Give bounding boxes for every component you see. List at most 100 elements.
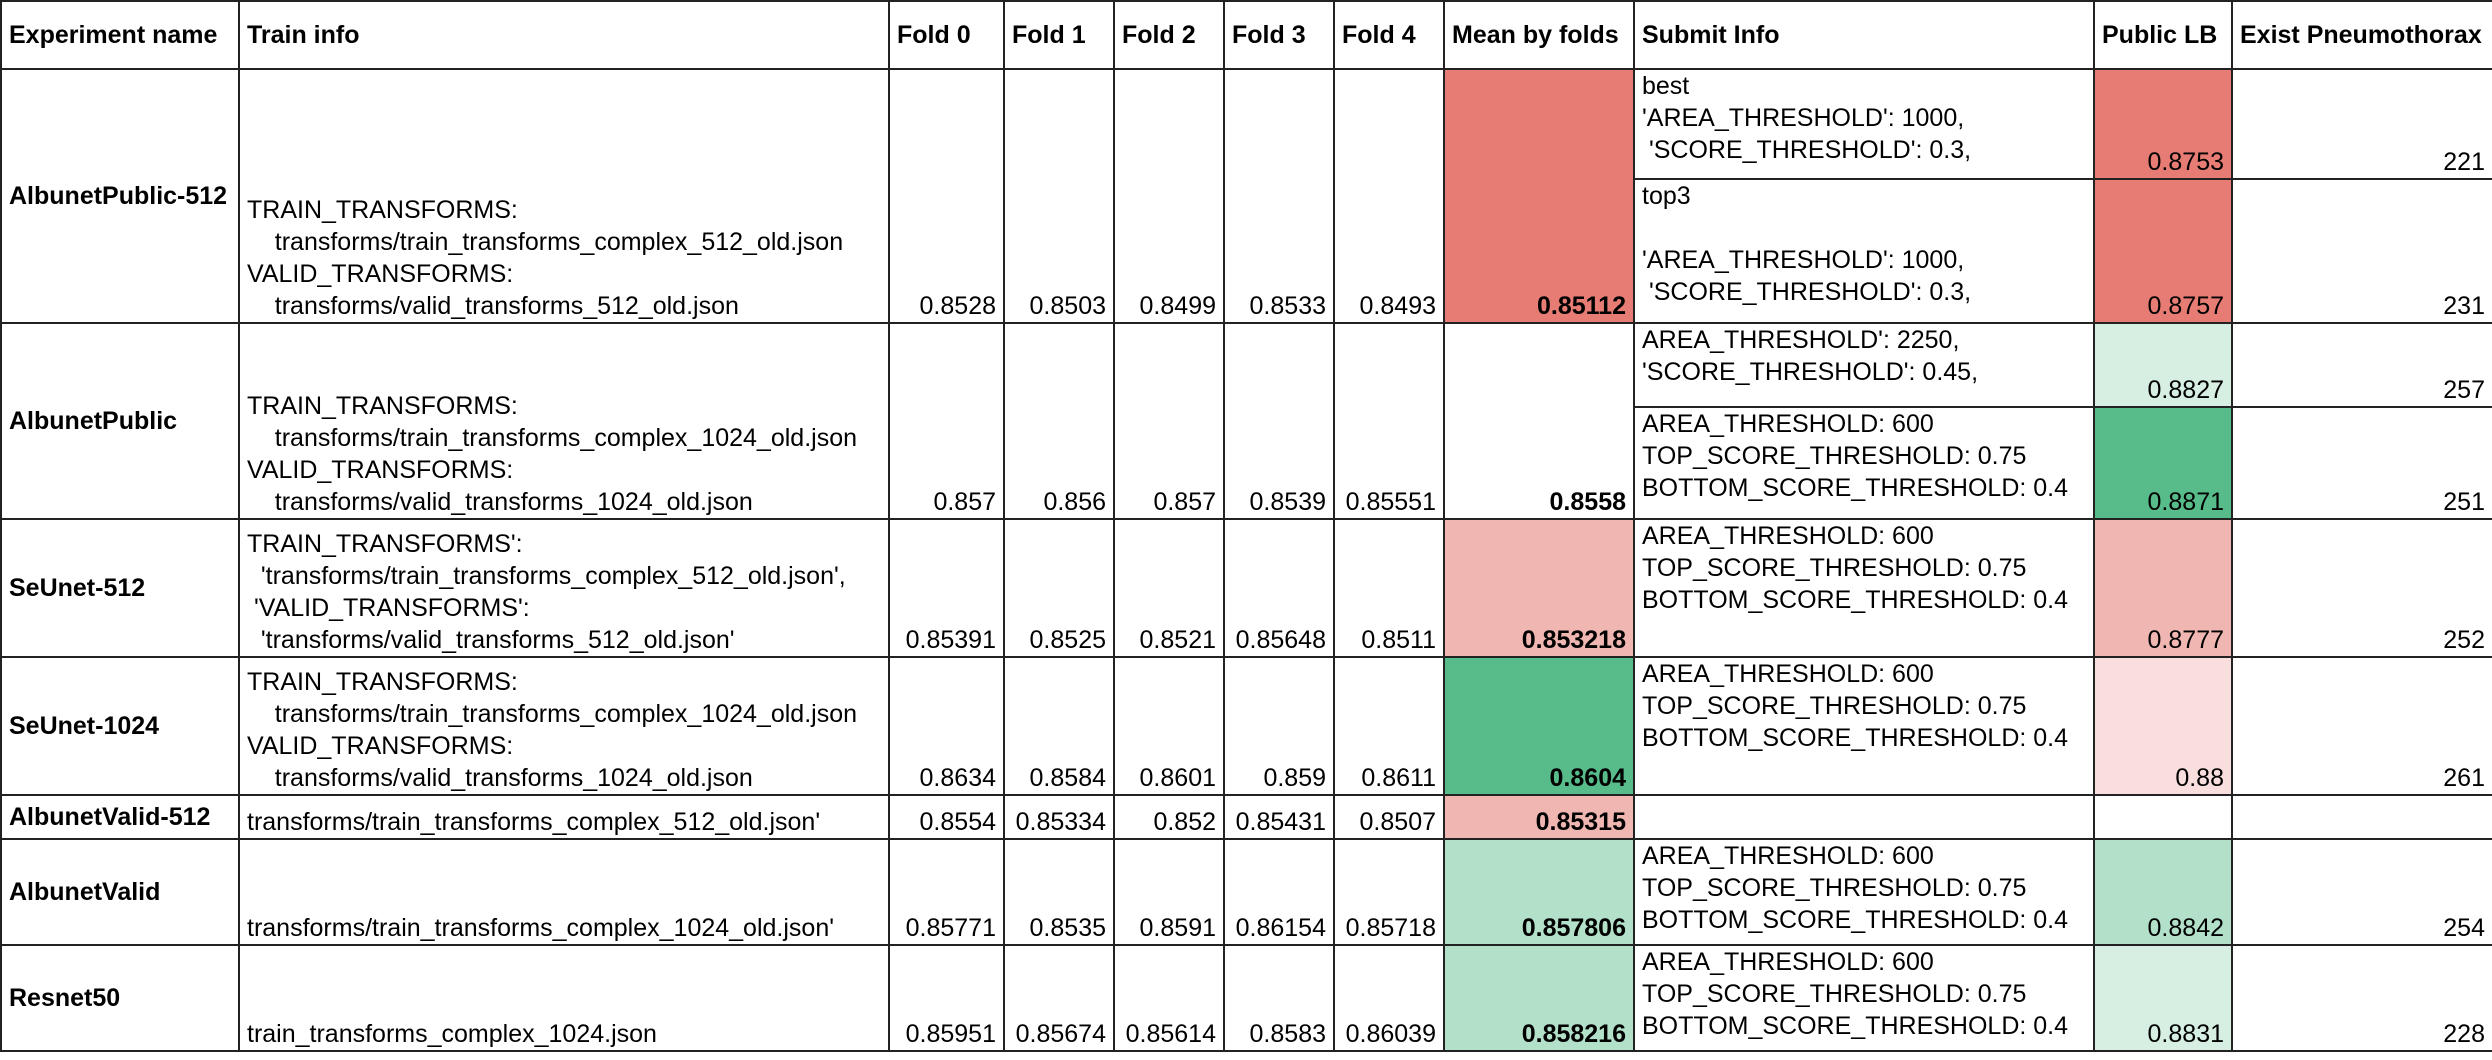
fold-2-cell[interactable]: 0.857 — [1113, 322, 1225, 520]
fold-4-cell[interactable]: 0.8507 — [1333, 794, 1445, 840]
public-lb-cell[interactable]: 0.8842 — [2093, 838, 2233, 946]
fold-0-cell[interactable]: 0.8634 — [888, 656, 1005, 796]
fold-1-cell[interactable]: 0.8525 — [1003, 518, 1115, 658]
fold-4-cell[interactable]: 0.85718 — [1333, 838, 1445, 946]
experiment-name-cell[interactable]: SeUnet-512 — [0, 518, 240, 658]
submit-info-cell[interactable]: best 'AREA_THRESHOLD': 1000, 'SCORE_THRE… — [1633, 68, 2095, 180]
fold-1-cell[interactable]: 0.85674 — [1003, 944, 1115, 1052]
submit-info-cell[interactable]: top3 'AREA_THRESHOLD': 1000, 'SCORE_THRE… — [1633, 178, 2095, 324]
fold-1-cell[interactable]: 0.8584 — [1003, 656, 1115, 796]
fold-0-cell[interactable]: 0.8528 — [888, 68, 1005, 324]
table-row: AlbunetValid transforms/train_transforms_… — [0, 838, 2492, 946]
train-info-cell[interactable]: TRAIN_TRANSFORMS': 'transforms/train_tra… — [238, 518, 890, 658]
exist-pneumothorax-cell[interactable]: 221 — [2231, 68, 2492, 180]
submit-info-cell[interactable]: AREA_THRESHOLD: 600 TOP_SCORE_THRESHOLD:… — [1633, 656, 2095, 796]
fold-2-cell[interactable]: 0.85614 — [1113, 944, 1225, 1052]
submit-info-cell[interactable]: AREA_THRESHOLD: 600 TOP_SCORE_THRESHOLD:… — [1633, 944, 2095, 1052]
header-exist-pneumothorax[interactable]: Exist Pneumothorax — [2231, 0, 2492, 70]
mean-by-folds-cell[interactable]: 0.85315 — [1443, 794, 1635, 840]
experiment-name-cell[interactable]: AlbunetValid-512 — [0, 794, 240, 840]
exist-pneumothorax-cell[interactable] — [2231, 794, 2492, 840]
header-fold-2[interactable]: Fold 2 — [1113, 0, 1225, 70]
exist-pneumothorax-cell[interactable]: 228 — [2231, 944, 2492, 1052]
train-info-cell[interactable]: train_transforms_complex_1024.json — [238, 944, 890, 1052]
header-fold-0[interactable]: Fold 0 — [888, 0, 1005, 70]
fold-0-cell[interactable]: 0.857 — [888, 322, 1005, 520]
fold-3-cell[interactable]: 0.8533 — [1223, 68, 1335, 324]
public-lb-cell[interactable]: 0.8777 — [2093, 518, 2233, 658]
fold-2-cell[interactable]: 0.8499 — [1113, 68, 1225, 324]
table-row: AlbunetValid-512 transforms/train_transfo… — [0, 794, 2492, 840]
fold-4-cell[interactable]: 0.8611 — [1333, 656, 1445, 796]
header-experiment-name[interactable]: Experiment name — [0, 0, 240, 70]
mean-by-folds-cell[interactable]: 0.8604 — [1443, 656, 1635, 796]
header-fold-4[interactable]: Fold 4 — [1333, 0, 1445, 70]
fold-4-cell[interactable]: 0.86039 — [1333, 944, 1445, 1052]
public-lb-cell[interactable] — [2093, 794, 2233, 840]
submit-info-cell[interactable]: AREA_THRESHOLD: 600 TOP_SCORE_THRESHOLD:… — [1633, 406, 2095, 520]
fold-0-cell[interactable]: 0.8554 — [888, 794, 1005, 840]
header-fold-1[interactable]: Fold 1 — [1003, 0, 1115, 70]
train-info-cell[interactable]: TRAIN_TRANSFORMS: transforms/train_trans… — [238, 68, 890, 324]
fold-2-cell[interactable]: 0.8601 — [1113, 656, 1225, 796]
submit-info-cell[interactable] — [1633, 794, 2095, 840]
fold-1-cell[interactable]: 0.8503 — [1003, 68, 1115, 324]
submit-info-cell[interactable]: AREA_THRESHOLD': 2250, 'SCORE_THRESHOLD'… — [1633, 322, 2095, 408]
header-train-info[interactable]: Train info — [238, 0, 890, 70]
fold-2-cell[interactable]: 0.8521 — [1113, 518, 1225, 658]
mean-by-folds-cell[interactable]: 0.857806 — [1443, 838, 1635, 946]
fold-2-cell[interactable]: 0.852 — [1113, 794, 1225, 840]
exist-pneumothorax-cell[interactable]: 231 — [2231, 178, 2492, 324]
fold-3-cell[interactable]: 0.86154 — [1223, 838, 1335, 946]
fold-3-cell[interactable]: 0.85431 — [1223, 794, 1335, 840]
fold-1-cell[interactable]: 0.85334 — [1003, 794, 1115, 840]
experiment-name-cell[interactable]: AlbunetPublic-512 — [0, 68, 240, 324]
header-public-lb[interactable]: Public LB — [2093, 0, 2233, 70]
fold-0-cell[interactable]: 0.85951 — [888, 944, 1005, 1052]
fold-0-cell[interactable]: 0.85391 — [888, 518, 1005, 658]
table-row: SeUnet-512 TRAIN_TRANSFORMS': 'transforms… — [0, 518, 2492, 658]
fold-4-cell[interactable]: 0.8511 — [1333, 518, 1445, 658]
submit-info-cell[interactable]: AREA_THRESHOLD: 600 TOP_SCORE_THRESHOLD:… — [1633, 838, 2095, 946]
exist-pneumothorax-cell[interactable]: 252 — [2231, 518, 2492, 658]
header-row: Experiment name Train info Fold 0 Fold 1… — [0, 0, 2492, 70]
fold-1-cell[interactable]: 0.8535 — [1003, 838, 1115, 946]
public-lb-cell[interactable]: 0.8757 — [2093, 178, 2233, 324]
public-lb-cell[interactable]: 0.8753 — [2093, 68, 2233, 180]
fold-3-cell[interactable]: 0.8583 — [1223, 944, 1335, 1052]
mean-by-folds-cell[interactable]: 0.8558 — [1443, 322, 1635, 520]
public-lb-cell[interactable]: 0.88 — [2093, 656, 2233, 796]
public-lb-cell[interactable]: 0.8827 — [2093, 322, 2233, 408]
fold-2-cell[interactable]: 0.8591 — [1113, 838, 1225, 946]
exist-pneumothorax-cell[interactable]: 257 — [2231, 322, 2492, 408]
train-info-cell[interactable]: transforms/train_transforms_complex_1024… — [238, 838, 890, 946]
exist-pneumothorax-cell[interactable]: 261 — [2231, 656, 2492, 796]
header-mean-by-folds[interactable]: Mean by folds — [1443, 0, 1635, 70]
exist-pneumothorax-cell[interactable]: 251 — [2231, 406, 2492, 520]
mean-by-folds-cell[interactable]: 0.85112 — [1443, 68, 1635, 324]
mean-by-folds-cell[interactable]: 0.853218 — [1443, 518, 1635, 658]
exist-pneumothorax-cell[interactable]: 254 — [2231, 838, 2492, 946]
train-info-cell[interactable]: TRAIN_TRANSFORMS: transforms/train_trans… — [238, 656, 890, 796]
experiment-name-cell[interactable]: Resnet50 — [0, 944, 240, 1052]
fold-4-cell[interactable]: 0.8493 — [1333, 68, 1445, 324]
fold-1-cell[interactable]: 0.856 — [1003, 322, 1115, 520]
public-lb-cell[interactable]: 0.8871 — [2093, 406, 2233, 520]
fold-3-cell[interactable]: 0.8539 — [1223, 322, 1335, 520]
header-fold-3[interactable]: Fold 3 — [1223, 0, 1335, 70]
fold-3-cell[interactable]: 0.85648 — [1223, 518, 1335, 658]
fold-4-cell[interactable]: 0.85551 — [1333, 322, 1445, 520]
experiment-name-cell[interactable]: AlbunetValid — [0, 838, 240, 946]
public-lb-cell[interactable]: 0.8831 — [2093, 944, 2233, 1052]
experiment-name-cell[interactable]: SeUnet-1024 — [0, 656, 240, 796]
train-info-cell[interactable]: transforms/train_transforms_complex_512_… — [238, 794, 890, 840]
fold-0-cell[interactable]: 0.85771 — [888, 838, 1005, 946]
mean-by-folds-cell[interactable]: 0.858216 — [1443, 944, 1635, 1052]
table-row: AlbunetPublic TRAIN_TRANSFORMS: transform… — [0, 322, 2492, 520]
experiment-name-cell[interactable]: AlbunetPublic — [0, 322, 240, 520]
fold-3-cell[interactable]: 0.859 — [1223, 656, 1335, 796]
train-info-cell[interactable]: TRAIN_TRANSFORMS: transforms/train_trans… — [238, 322, 890, 520]
submit-info-cell[interactable]: AREA_THRESHOLD: 600 TOP_SCORE_THRESHOLD:… — [1633, 518, 2095, 658]
header-submit-info[interactable]: Submit Info — [1633, 0, 2095, 70]
